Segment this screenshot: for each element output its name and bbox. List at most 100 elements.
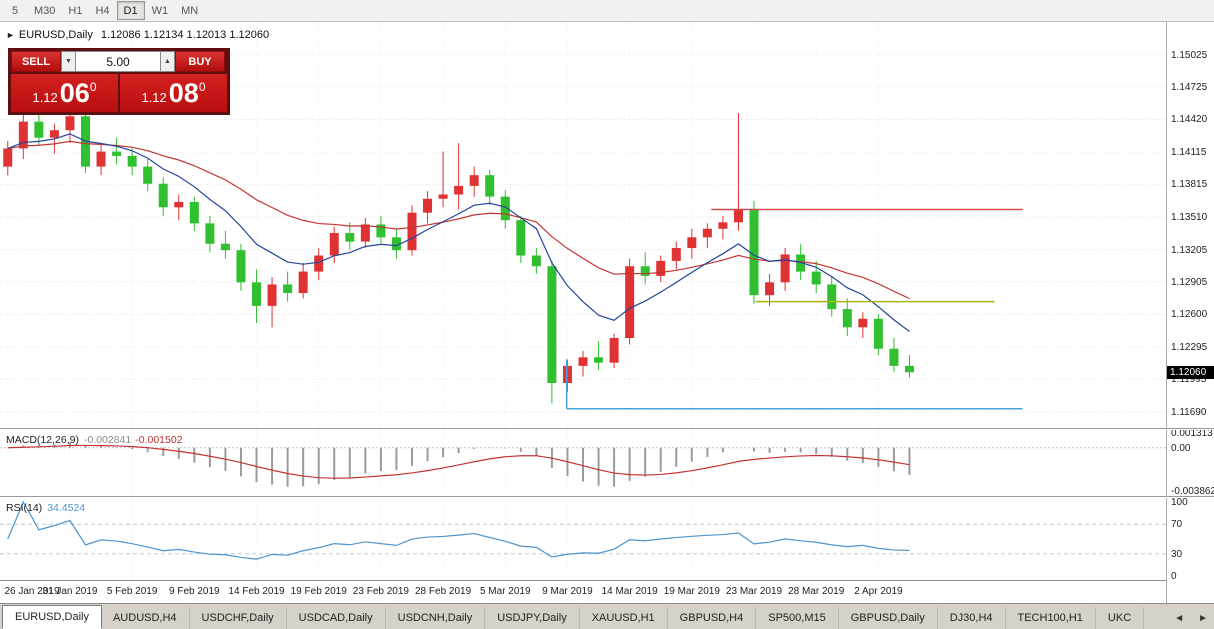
timeframe-button-h4[interactable]: H4 [95, 4, 110, 17]
price-scale-label: 1.14115 [1171, 147, 1207, 159]
date-axis-label: 31 Jan 2019 [42, 586, 98, 597]
price-scale[interactable]: 1.15025 1.14725 1.14420 1.14115 1.13815 1.135… [1166, 22, 1214, 603]
chart-tab-audusd-h4[interactable]: AUDUSD,H4 [101, 607, 190, 629]
timeframe-toolbar: 5 M30 H1 H4 D1 W1 MN [0, 0, 1214, 22]
timeframe-button-h1[interactable]: H1 [68, 4, 83, 17]
price-scale-label: 1.15025 [1171, 49, 1208, 61]
volume-up-button[interactable]: ▲ [160, 51, 175, 72]
date-axis-label: 26 Jan 2019 [4, 586, 60, 597]
chart-tab-eurusd-daily[interactable]: EURUSD,Daily [2, 605, 102, 629]
macd-signal-line [7, 444, 910, 479]
pane-splitter-macd[interactable] [0, 428, 1214, 430]
chart-tabs: EURUSD,Daily AUDUSD,H4 USDCHF,Daily USDCAD,… [2, 604, 1145, 629]
rsi-value: 34.4524 [47, 502, 86, 514]
volume-input[interactable] [76, 51, 160, 72]
date-axis-label: 14 Feb 2019 [228, 586, 285, 597]
chart-region: ► EURUSD,Daily 1.12086 1.12134 1.12013 1.1… [0, 22, 1166, 603]
chart-tab-tech100-h1[interactable]: TECH100,H1 [1006, 607, 1096, 629]
tab-scroll-right-icon[interactable]: ► [1198, 613, 1208, 624]
rsi-scale-label: 70 [1171, 519, 1183, 531]
price-scale-label: 1.14420 [1171, 114, 1208, 126]
current-price-badge: 1.12060 [1167, 366, 1214, 380]
pane-splitter-rsi[interactable] [0, 496, 1214, 498]
price-scale-label: 1.12600 [1171, 309, 1208, 321]
chart-tab-ukc[interactable]: UKC [1096, 607, 1145, 629]
chart-tab-usdcad-daily[interactable]: USDCAD,Daily [287, 607, 386, 629]
buy-price-fraction: 0 [198, 80, 206, 94]
chart-tab-dj30-h4[interactable]: DJ30,H4 [938, 607, 1006, 629]
date-axis-label: 9 Mar 2019 [542, 586, 593, 597]
chart-tab-xauusd-h1[interactable]: XAUUSD,H1 [580, 607, 668, 629]
chart-symbol-label: EURUSD,Daily [18, 29, 93, 41]
sell-price-display[interactable]: 1.12 06 0 [11, 74, 118, 112]
buy-price-prefix: 1.12 [141, 89, 167, 105]
date-axis-label: 28 Mar 2019 [788, 586, 845, 597]
price-scale-label: 1.14725 [1171, 81, 1208, 93]
date-axis-label: 23 Mar 2019 [725, 586, 783, 597]
price-scale-label: 1.11995 [1171, 374, 1207, 386]
price-scale-label: 1.13510 [1171, 211, 1208, 223]
chart-tab-usdchf-daily[interactable]: USDCHF,Daily [190, 607, 287, 629]
date-axis-label: 19 Mar 2019 [663, 586, 720, 597]
timeframe-button-mn[interactable]: MN [181, 4, 199, 17]
chart-ohlc-values: 1.12086 1.12134 1.12013 1.12060 [100, 29, 270, 41]
date-axis-label: 5 Mar 2019 [479, 586, 531, 597]
rsi-scale-label: 100 [1171, 497, 1188, 508]
macd-main-value: -0.002841 [83, 434, 132, 446]
sell-price-prefix: 1.12 [32, 89, 58, 105]
date-axis-label: 5 Feb 2019 [106, 586, 158, 597]
timeframe-button-d1[interactable]: D1 [116, 1, 145, 20]
volume-down-button[interactable]: ▼ [61, 51, 76, 72]
date-axis-label: 28 Feb 2019 [414, 586, 472, 597]
tab-scroll-left-icon[interactable]: ◄ [1174, 613, 1185, 624]
macd-scale-label: -0.003862 [1171, 486, 1214, 497]
chart-title: ► EURUSD,Daily 1.12086 1.12134 1.12013 1.1… [6, 29, 269, 41]
price-scale-label: 1.12905 [1171, 276, 1208, 288]
macd-indicator-label: MACD(12,26,9) -0.002841 -0.001502 [6, 434, 183, 446]
buy-price-display[interactable]: 1.12 08 0 [120, 74, 227, 112]
price-chart-canvas[interactable] [0, 22, 1166, 428]
macd-indicator-canvas[interactable] [0, 430, 1166, 496]
candles [3, 108, 914, 404]
chart-expand-icon[interactable]: ► [6, 30, 15, 40]
ma-slow-line [7, 140, 910, 300]
date-axis-label: 2 Apr 2019 [854, 586, 903, 597]
ma-fast-line [7, 133, 910, 332]
rsi-indicator-canvas[interactable] [0, 498, 1166, 580]
chart-tab-usdjpy-daily[interactable]: USDJPY,Daily [485, 607, 580, 629]
buy-price-pips: 08 [168, 77, 199, 108]
timeframe-button-w1[interactable]: W1 [151, 4, 169, 17]
rsi-line [7, 500, 910, 560]
price-scale-label: 1.12295 [1171, 342, 1208, 354]
price-scale-label: 1.11690 [1171, 406, 1207, 418]
timeframe-button-5[interactable]: 5 [11, 4, 19, 17]
date-axis[interactable]: 26 Jan 2019 31 Jan 2019 5 Feb 2019 9 Feb 20… [0, 580, 1166, 603]
sell-price-pips: 06 [59, 77, 90, 108]
date-axis-label: 14 Mar 2019 [601, 586, 658, 597]
rsi-scale-label: 30 [1171, 548, 1183, 560]
chart-tab-gbpusd-daily[interactable]: GBPUSD,Daily [839, 607, 938, 629]
macd-scale-label: 0.00 [1171, 442, 1191, 454]
date-axis-label: 23 Feb 2019 [352, 586, 409, 597]
buy-button[interactable]: BUY [175, 51, 225, 72]
rsi-indicator-label: RSI(14) 34.4524 [6, 502, 85, 514]
chart-tab-bar: EURUSD,Daily AUDUSD,H4 USDCHF,Daily USDCAD,… [0, 603, 1214, 629]
rsi-name: RSI(14) [6, 502, 43, 514]
macd-name: MACD(12,26,9) [6, 434, 79, 446]
sell-button[interactable]: SELL [11, 51, 61, 72]
chart-tab-usdcnh-daily[interactable]: USDCNH,Daily [386, 607, 486, 629]
macd-signal-value: -0.001502 [135, 434, 183, 446]
chart-workspace: ► EURUSD,Daily 1.12086 1.12134 1.12013 1.1… [0, 22, 1214, 603]
macd-scale-label: 0.001313 [1171, 428, 1213, 439]
chart-tab-gbpusd-h4[interactable]: GBPUSD,H4 [668, 607, 757, 629]
date-axis-label: 9 Feb 2019 [169, 586, 220, 597]
timeframe-button-m30[interactable]: M30 [34, 4, 56, 17]
sell-price-fraction: 0 [89, 80, 97, 94]
date-axis-label: 19 Feb 2019 [290, 586, 347, 597]
chart-tab-sp500-m15[interactable]: SP500,M15 [756, 607, 839, 629]
tab-scroll-controls: ◄ ► [1171, 612, 1211, 625]
price-scale-label: 1.13815 [1171, 179, 1208, 191]
price-scale-label: 1.13205 [1171, 244, 1208, 256]
